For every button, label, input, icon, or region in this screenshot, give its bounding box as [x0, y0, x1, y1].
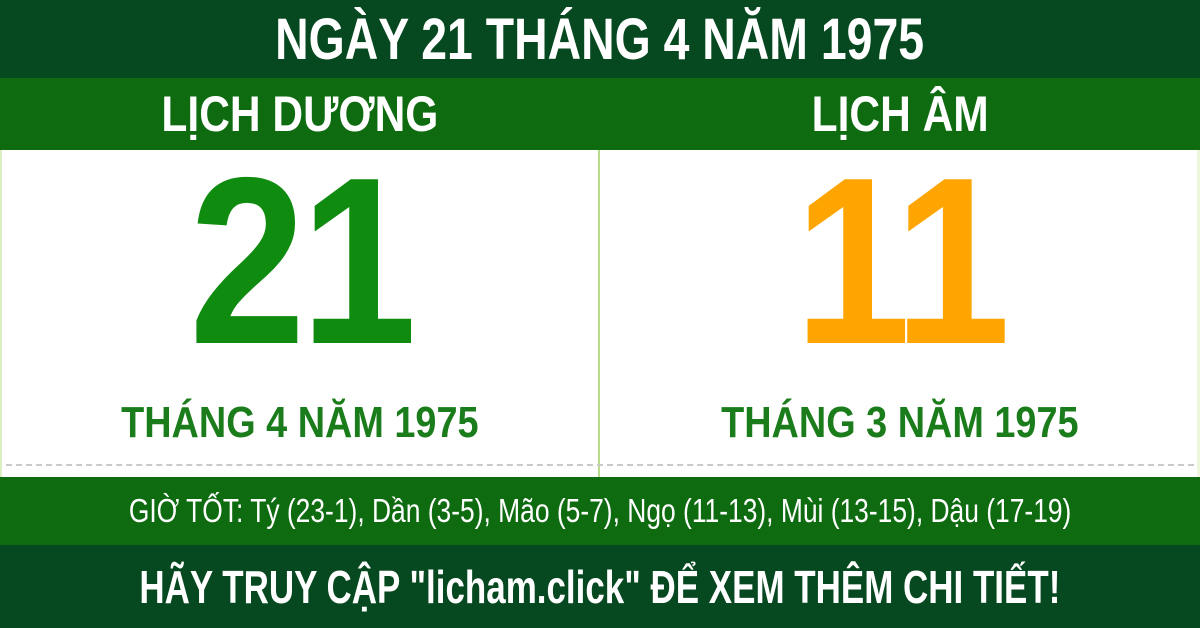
solar-month-caption: THÁNG 4 NĂM 1975 — [121, 398, 479, 447]
lunar-day-number: 11 — [794, 129, 1011, 394]
footer-cta-label: HÃY TRUY CẬP "licham.click" ĐỂ XEM THÊM … — [139, 560, 1061, 613]
tear-line — [6, 464, 1194, 466]
lunar-panel: 11 THÁNG 3 NĂM 1975 — [600, 143, 1200, 477]
lunar-header-label: LỊCH ÂM — [811, 86, 989, 142]
lunar-month-caption: THÁNG 3 NĂM 1975 — [721, 398, 1079, 447]
panel-left-edge — [0, 150, 2, 477]
panel-right-edge — [1197, 150, 1200, 477]
calendar-panels: 21 THÁNG 4 NĂM 1975 11 THÁNG 3 NĂM 1975 — [0, 143, 1200, 477]
column-headers: LỊCH DƯƠNG LỊCH ÂM — [0, 78, 1200, 150]
footer-cta-bar: HÃY TRUY CẬP "licham.click" ĐỂ XEM THÊM … — [0, 545, 1200, 628]
date-banner-title: NGÀY 21 THÁNG 4 NĂM 1975 — [275, 6, 925, 72]
lunar-day-wrap: 11 — [600, 143, 1200, 381]
good-hours-label: GIỜ TỐT: Tý (23-1), Dần (3-5), Mão (5-7)… — [128, 492, 1072, 529]
date-banner: NGÀY 21 THÁNG 4 NĂM 1975 — [0, 0, 1200, 78]
good-hours-bar: GIỜ TỐT: Tý (23-1), Dần (3-5), Mão (5-7)… — [0, 477, 1200, 545]
solar-day-wrap: 21 — [0, 143, 600, 381]
panel-divider — [598, 150, 600, 477]
solar-panel: 21 THÁNG 4 NĂM 1975 — [0, 143, 600, 477]
lunar-header-cell: LỊCH ÂM — [600, 78, 1200, 150]
solar-header-cell: LỊCH DƯƠNG — [0, 78, 600, 150]
solar-header-label: LỊCH DƯƠNG — [161, 86, 439, 142]
solar-day-number: 21 — [188, 129, 417, 394]
